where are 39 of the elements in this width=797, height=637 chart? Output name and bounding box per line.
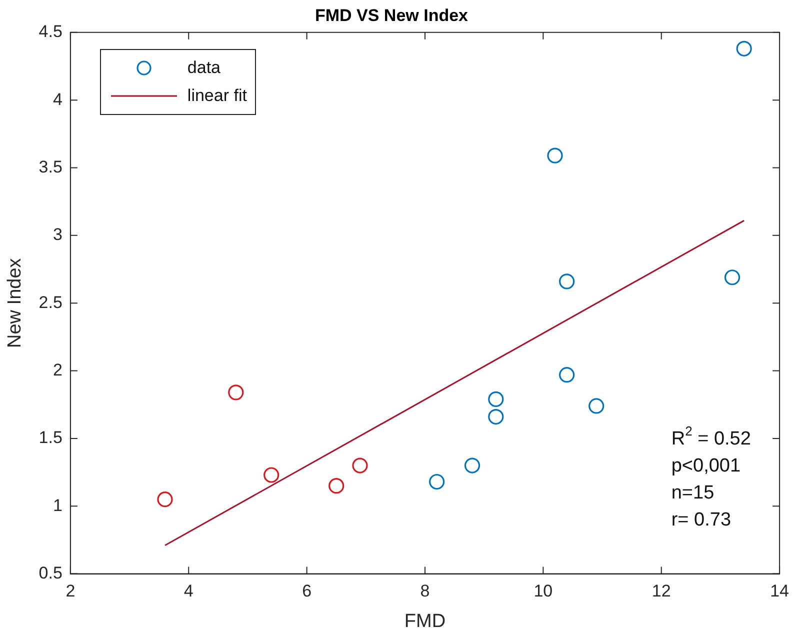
x-tick-label: 6: [302, 582, 312, 601]
x-tick-label: 14: [770, 582, 790, 601]
point: [559, 274, 575, 290]
legend-label: linear fit: [187, 86, 247, 106]
y-tick-label: 3.5: [38, 157, 62, 176]
x-tick-label: 8: [420, 582, 430, 601]
point: [488, 408, 504, 425]
point: [464, 458, 480, 474]
point: [547, 148, 563, 164]
annotation: n=15: [671, 482, 714, 504]
point: [588, 398, 604, 414]
y-axis-title: New Index: [4, 258, 26, 348]
chart-title: FMD VS New Index: [314, 6, 469, 25]
y-tick-label: 1.5: [38, 428, 62, 448]
y-tick-label: 1: [52, 496, 62, 515]
y-tick-label: 3: [52, 225, 62, 244]
point: [328, 478, 344, 494]
y-tick-label: 4.5: [38, 22, 62, 42]
point: [488, 391, 504, 407]
x-tick-label: 4: [184, 582, 194, 601]
y-tick-label: 2.5: [38, 292, 62, 312]
annotation: r= 0.73: [671, 509, 732, 530]
y-tick-label: 4: [52, 90, 62, 109]
y-tick-label: 0.5: [38, 563, 62, 582]
point: [559, 367, 575, 383]
x-tick-label: 10: [534, 582, 553, 601]
point: [724, 270, 740, 286]
point: [264, 467, 280, 483]
x-axis-title: FMD: [404, 610, 446, 632]
point: [157, 492, 173, 508]
x-tick-label: 12: [652, 582, 671, 601]
x-tick-label: 2: [66, 582, 76, 601]
point: [228, 384, 244, 400]
point: [352, 458, 368, 474]
point: [736, 40, 752, 56]
y-tick-label: 2: [52, 360, 62, 380]
annotation: p<0,001: [671, 455, 741, 476]
point: [429, 474, 445, 490]
legend-label: data: [187, 58, 221, 78]
